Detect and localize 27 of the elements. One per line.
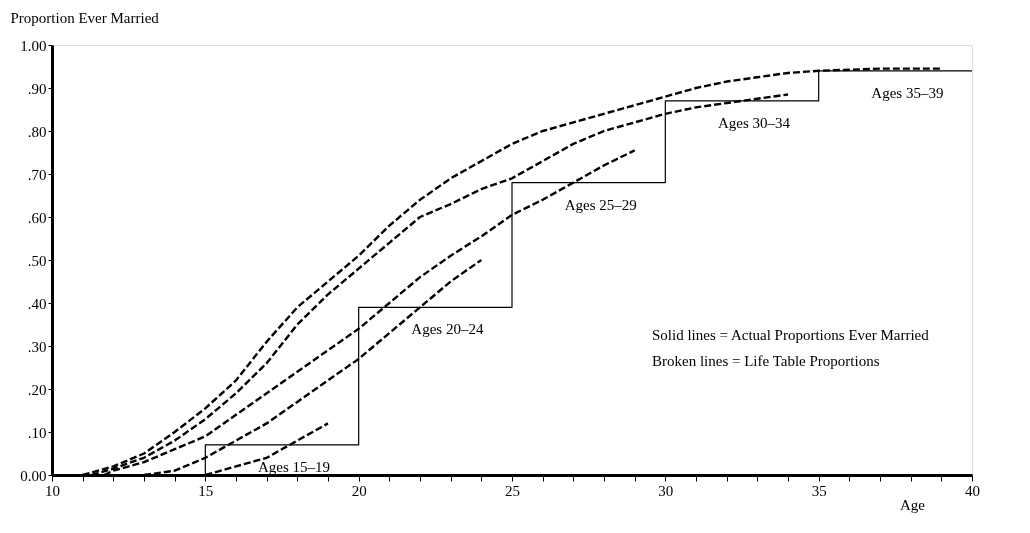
y-tick-label: 0.00 xyxy=(20,467,47,484)
x-tick-label: 10 xyxy=(45,482,60,499)
y-tick-label: 1.00 xyxy=(20,37,47,54)
y-tick-label: .30 xyxy=(27,338,47,355)
y-tick-label: .60 xyxy=(27,209,47,226)
y-tick-label: .20 xyxy=(27,381,47,398)
x-tick-label: 15 xyxy=(198,482,214,499)
annotation: Ages 30–34 xyxy=(717,114,791,131)
x-tick-label: 30 xyxy=(658,482,674,499)
x-axis-title: Age xyxy=(900,496,926,513)
annotation: Ages 20–24 xyxy=(411,321,484,338)
annotation: Ages 15–19 xyxy=(257,458,331,475)
x-tick-label: 40 xyxy=(965,482,980,499)
y-tick-label: .10 xyxy=(27,424,47,441)
y-tick-label: .90 xyxy=(27,80,47,97)
y-tick-label: .80 xyxy=(27,123,47,140)
y-tick-label: .40 xyxy=(27,295,47,312)
annotation: Ages 35–39 xyxy=(871,84,944,101)
x-tick-label: 25 xyxy=(505,482,520,499)
y-tick-label: .50 xyxy=(27,252,47,269)
y-tick-label: .70 xyxy=(27,166,47,183)
annotation: Broken lines = Life Table Proportions xyxy=(652,353,880,369)
x-tick-label: 35 xyxy=(811,482,827,499)
annotation: Ages 25–29 xyxy=(564,196,637,213)
annotation: Solid lines = Actual Proportions Ever Married xyxy=(652,327,930,343)
x-tick-label: 20 xyxy=(351,482,367,499)
y-axis-title: Proportion Ever Married xyxy=(10,9,160,26)
